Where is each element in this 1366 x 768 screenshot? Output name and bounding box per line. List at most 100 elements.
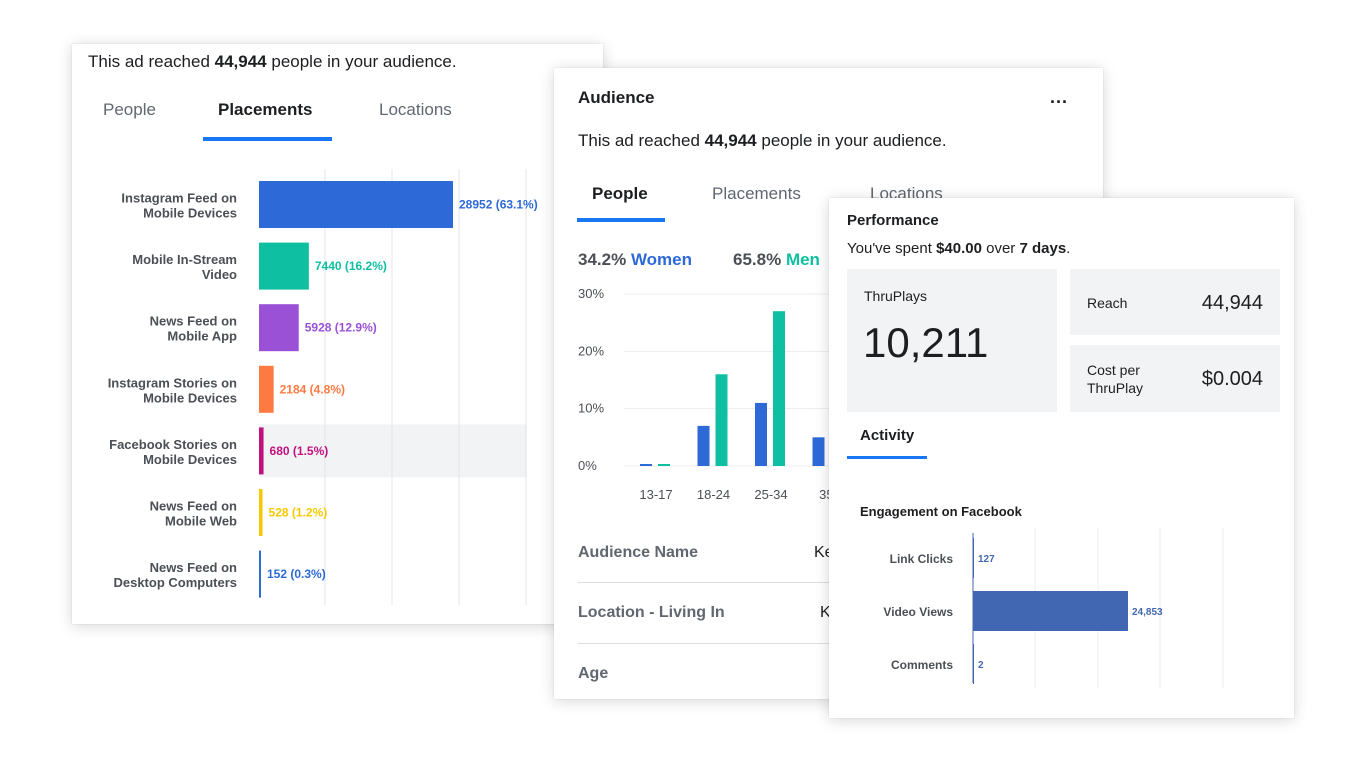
men-share: 65.8% Men: [733, 250, 820, 270]
audience-name-label: Audience Name: [578, 544, 699, 561]
category-label: News Feed on: [150, 499, 237, 514]
reach-value: 44,944: [1201, 292, 1263, 314]
spent-end: .: [1066, 240, 1071, 257]
active-tab-underline: [847, 456, 927, 459]
tab-placements[interactable]: Placements: [712, 184, 801, 203]
men-label: Men: [785, 250, 820, 269]
highlighted-row: [259, 424, 527, 478]
bar: [973, 644, 974, 684]
bar: [259, 550, 261, 598]
bar: [658, 464, 670, 466]
bar: [259, 489, 263, 536]
y-tick-label: 20%: [578, 343, 604, 358]
engagement-chart: 127 Link Clicks 24,853 Video Views 2 Comments: [883, 528, 1224, 688]
category-label: News Feed on: [150, 560, 237, 575]
ellipsis-icon[interactable]: ...: [1050, 87, 1069, 107]
card-title: Performance: [847, 212, 939, 229]
bar: [973, 591, 1128, 631]
spent-days: 7 days: [1019, 240, 1067, 257]
data-label: 2: [978, 660, 984, 671]
reach-suffix: people in your audience.: [756, 131, 947, 150]
thruplays-value: 10,211: [863, 319, 989, 366]
y-tick-label: 30%: [578, 286, 604, 301]
women-share: 34.2% Women: [578, 250, 692, 270]
bar: [259, 427, 264, 475]
data-label: 152 (0.3%): [267, 567, 326, 581]
reach-prefix: This ad reached: [88, 52, 215, 71]
reach-count: 44,944: [214, 52, 267, 71]
location-value: K: [820, 604, 831, 621]
data-label: 2184 (4.8%): [280, 382, 345, 396]
tab-bar: People Placements Locations: [72, 100, 603, 144]
cost-label-line2: ThruPlay: [1087, 380, 1144, 396]
bar: [697, 425, 710, 466]
category-label: Comments: [891, 658, 953, 672]
age-label: Age: [578, 665, 609, 682]
spent-amount: $40.00: [936, 240, 982, 257]
category-label: Mobile In-Stream: [132, 252, 237, 267]
women-label: Women: [630, 250, 693, 269]
thruplays-label: ThruPlays: [864, 288, 928, 304]
data-label: 127: [978, 554, 995, 565]
active-tab-underline: [577, 218, 665, 222]
tab-people[interactable]: People: [103, 100, 156, 119]
category-label: Mobile Devices: [143, 206, 237, 221]
cost-per-thruplay-metric: Cost per ThruPlay $0.004: [1070, 345, 1280, 412]
category-label: Mobile Web: [165, 514, 237, 529]
bar: [973, 538, 974, 578]
bar: [640, 464, 652, 466]
tab-placements[interactable]: Placements: [218, 100, 313, 119]
category-label: Mobile Devices: [143, 452, 237, 467]
bar: [259, 181, 453, 228]
data-label: 680 (1.5%): [270, 444, 329, 458]
engagement-title: Engagement on Facebook: [860, 504, 1022, 519]
category-label: Video: [202, 267, 237, 282]
cost-value: $0.004: [1201, 368, 1263, 390]
category-label: Mobile Devices: [143, 390, 237, 405]
x-tick-label: 25-34: [754, 487, 787, 502]
data-label: 28952 (63.1%): [459, 198, 538, 212]
x-tick-label: 18-24: [697, 487, 730, 502]
spend-summary: You've spent $40.00 over 7 days.: [847, 240, 1070, 257]
category-label: Desktop Computers: [113, 575, 237, 590]
data-label: 24,853: [1132, 607, 1163, 618]
placements-card: This ad reached 44,944 people in your au…: [72, 44, 603, 624]
thruplays-metric: ThruPlays 10,211: [847, 269, 1057, 412]
reach-summary: This ad reached 44,944 people in your au…: [88, 52, 457, 72]
y-tick-label: 0%: [578, 458, 597, 473]
category-label: Mobile App: [167, 329, 237, 344]
bar: [773, 311, 785, 466]
cost-label-line1: Cost per: [1087, 362, 1140, 378]
reach-prefix: This ad reached: [578, 131, 705, 150]
category-label: News Feed on: [150, 314, 237, 329]
data-label: 5928 (12.9%): [305, 321, 377, 335]
category-label: Instagram Stories on: [108, 375, 237, 390]
category-label: Instagram Feed on: [121, 191, 237, 206]
tab-activity[interactable]: Activity: [860, 427, 915, 444]
bar: [259, 365, 274, 413]
card-title: Audience: [578, 88, 655, 107]
tab-people[interactable]: People: [592, 184, 648, 203]
women-pct: 34.2%: [578, 250, 627, 269]
data-label: 7440 (16.2%): [315, 259, 387, 273]
spent-prefix: You've spent: [847, 240, 937, 257]
reach-suffix: people in your audience.: [266, 52, 457, 71]
reach-summary: This ad reached 44,944 people in your au…: [578, 131, 947, 151]
audience-name-value: Ke: [814, 544, 834, 561]
data-label: 528 (1.2%): [269, 506, 328, 520]
active-tab-underline: [203, 137, 332, 141]
reach-count: 44,944: [704, 131, 757, 150]
reach-metric: Reach 44,944: [1070, 269, 1280, 335]
bar: [715, 374, 728, 466]
y-tick-label: 10%: [578, 401, 604, 416]
men-pct: 65.8%: [733, 250, 782, 269]
reach-label: Reach: [1087, 295, 1128, 311]
tab-locations[interactable]: Locations: [379, 100, 452, 119]
x-tick-label: 13-17: [639, 487, 672, 502]
category-label: Facebook Stories on: [109, 437, 237, 452]
bar: [812, 437, 825, 466]
performance-card: Performance You've spent $40.00 over 7 d…: [829, 198, 1294, 718]
category-label: Link Clicks: [890, 552, 954, 566]
location-label: Location - Living In: [578, 604, 725, 621]
